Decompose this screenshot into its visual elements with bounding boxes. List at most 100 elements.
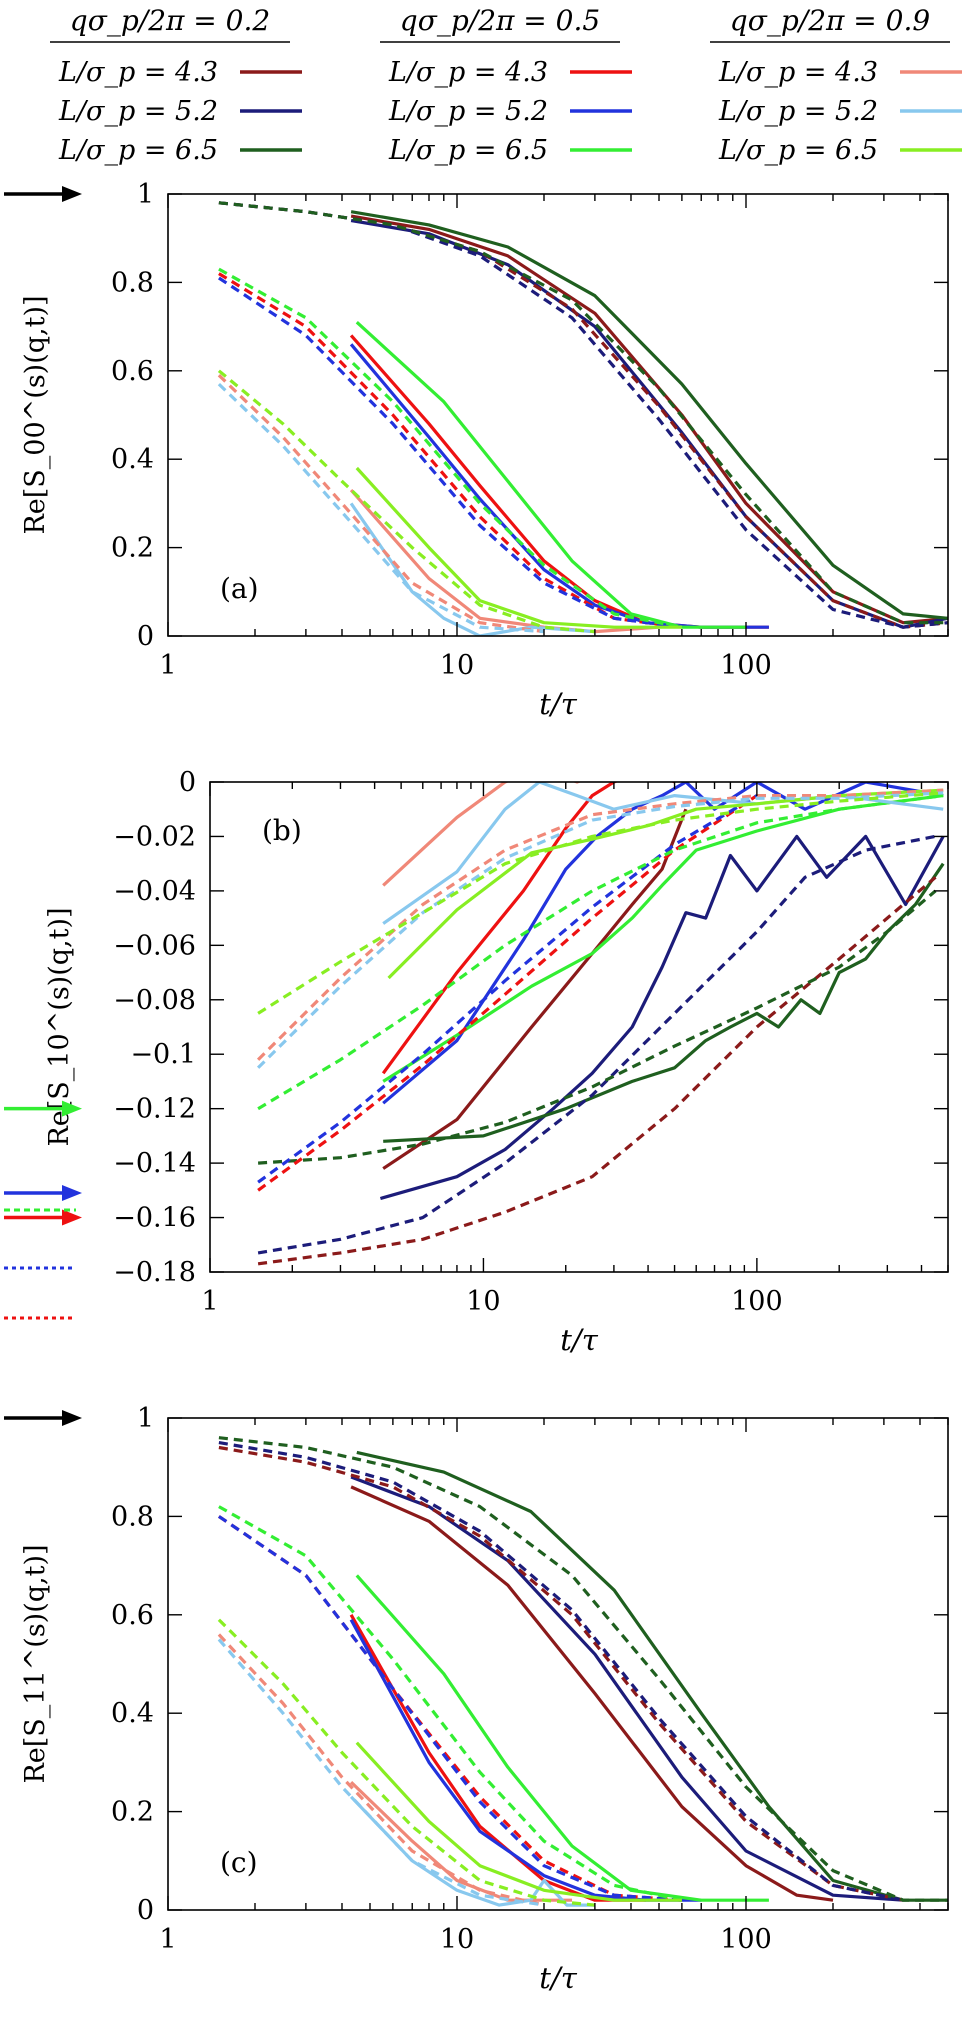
series-line — [349, 1614, 646, 1902]
y-tick-label: 1 — [137, 1403, 154, 1434]
series-line — [379, 834, 945, 1201]
series-line — [218, 1505, 683, 1902]
legend-header: qσ_p/2π = 0.5 — [400, 4, 600, 37]
y-tick-label: −0.02 — [113, 821, 196, 852]
series-line — [218, 267, 683, 629]
series-line — [218, 201, 948, 625]
series-line — [257, 889, 937, 1165]
x-tick-label: 100 — [720, 1924, 772, 1955]
series-line — [257, 834, 936, 1255]
y-tick-label: −0.16 — [113, 1203, 196, 1234]
series-line — [382, 782, 944, 1105]
y-tick-label: −0.14 — [113, 1148, 196, 1179]
legend-header: qσ_p/2π = 0.2 — [70, 4, 270, 37]
y-axis: 0 0.2 0.4 0.6 0.8 1 Re[S_00^(s)(q,t)] — [20, 179, 948, 652]
series-line — [218, 276, 683, 629]
series-line — [256, 788, 944, 1061]
panel-label: (c) — [220, 1846, 258, 1879]
legend-group: qσ_p/2π = 0.5 L/σ_p = 4.3 L/σ_p = 5.2 L/σ_p… — [380, 4, 632, 166]
series-line — [355, 466, 682, 629]
series-line — [382, 808, 688, 1170]
y-tick-label: −0.08 — [113, 985, 196, 1016]
y-axis: 0 0.2 0.4 0.6 0.8 1 Re[S_11^(s)(q,t)] — [20, 1403, 948, 1926]
series-group — [217, 1436, 948, 1907]
series-line — [355, 1741, 682, 1902]
legend-entry-label: L/σ_p = 5.2 — [718, 96, 878, 127]
arrow-marker — [4, 1410, 82, 1426]
x-axis: 1 10 100 t/τ — [159, 194, 949, 721]
y-tick-label: 0.6 — [111, 1600, 154, 1631]
y-tick-label: −0.18 — [113, 1257, 196, 1288]
series-line — [381, 782, 675, 1075]
chart-panel: 1 10 100 t/τ 0 0.2 0.4 0.6 0.8 1 Re[S_00^(s)(q,t)]… — [20, 179, 949, 721]
arrow-marker — [4, 1100, 82, 1117]
series-line — [218, 1445, 904, 1902]
x-tick-label: 1 — [159, 650, 176, 681]
y-tick-label: 0.2 — [111, 1797, 154, 1828]
chart-panel: 1 10 100t/τ−0.18−0.16−0.14−0.12−0.1−0.08−0… — [44, 767, 949, 1357]
legend-entry-label: L/σ_p = 4.3 — [388, 57, 548, 88]
legend-header: qσ_p/2π = 0.9 — [730, 4, 930, 37]
y-tick-label: 0.2 — [111, 533, 154, 564]
chart-panel: 1 10 100 t/τ 0 0.2 0.4 0.6 0.8 1 Re[S_11^(s)(q,t)]… — [20, 1403, 949, 1995]
series-line — [217, 1618, 596, 1907]
series-line — [218, 1515, 683, 1902]
series-line — [350, 1475, 904, 1902]
legend-entry-label: L/σ_p = 4.3 — [58, 57, 218, 88]
x-tick-label: 1 — [201, 1286, 218, 1317]
x-tick-label: 100 — [731, 1286, 783, 1317]
arrow-marker — [4, 1185, 82, 1202]
legend-group: qσ_p/2π = 0.2 L/σ_p = 4.3 L/σ_p = 5.2 L/σ_p… — [50, 4, 302, 166]
legend-entry-label: L/σ_p = 6.5 — [58, 135, 218, 166]
y-tick-label: 0 — [137, 621, 154, 652]
series-line — [383, 862, 945, 1143]
series-line — [217, 1638, 545, 1907]
legend-entry-label: L/σ_p = 5.2 — [58, 96, 218, 127]
x-axis: 1 10 100 t/τ — [159, 1418, 949, 1995]
x-axis-label: t/τ — [539, 1961, 577, 1995]
series-line — [257, 876, 937, 1266]
series-line — [217, 369, 596, 634]
series-line — [382, 782, 582, 887]
legend: qσ_p/2π = 0.2 L/σ_p = 4.3 L/σ_p = 5.2 L/σ_p… — [50, 4, 962, 166]
series-line — [256, 791, 944, 1069]
y-tick-label: 0.4 — [111, 444, 154, 475]
series-line — [257, 794, 758, 1184]
y-tick-label: 0 — [179, 767, 196, 798]
legend-entry-label: L/σ_p = 6.5 — [388, 135, 548, 166]
arrow-marker — [4, 186, 82, 202]
series-line — [349, 502, 596, 636]
series-line — [218, 1515, 683, 1902]
y-axis-label: Re[S_11^(s)(q,t)] — [20, 1544, 51, 1783]
x-axis: 1 10 100 t/τ — [201, 782, 949, 1357]
y-tick-label: −0.06 — [113, 930, 196, 961]
x-tick-label: 10 — [466, 1286, 500, 1317]
series-line — [350, 1485, 834, 1902]
series-line — [218, 1441, 904, 1902]
series-line — [257, 791, 944, 1015]
series-line — [355, 1574, 769, 1902]
series-line — [218, 1436, 948, 1902]
series-line — [382, 794, 944, 1083]
left-side-markers — [4, 186, 82, 1426]
y-tick-label: 0 — [137, 1895, 154, 1926]
x-tick-label: 10 — [440, 650, 474, 681]
y-axis: −0.18 −0.16 −0.14 −0.12 −0.1 −0.08 −0.06 −0.04 −… — [44, 767, 948, 1288]
plot-frame — [209, 781, 949, 1273]
x-tick-label: 10 — [440, 1924, 474, 1955]
series-group — [217, 201, 948, 636]
x-tick-label: 1 — [159, 1924, 176, 1955]
legend-entry-label: L/σ_p = 4.3 — [718, 57, 878, 88]
panel-label: (b) — [262, 814, 302, 847]
x-axis-label: t/τ — [539, 687, 577, 721]
plot-frame — [167, 1417, 949, 1911]
series-line — [217, 382, 545, 634]
x-axis-label: t/τ — [560, 1323, 598, 1357]
y-tick-label: 1 — [137, 179, 154, 210]
series-line — [350, 218, 948, 629]
series-line — [349, 1618, 702, 1902]
plot-frame — [167, 193, 949, 637]
series-line — [349, 489, 660, 634]
series-line — [218, 201, 948, 629]
